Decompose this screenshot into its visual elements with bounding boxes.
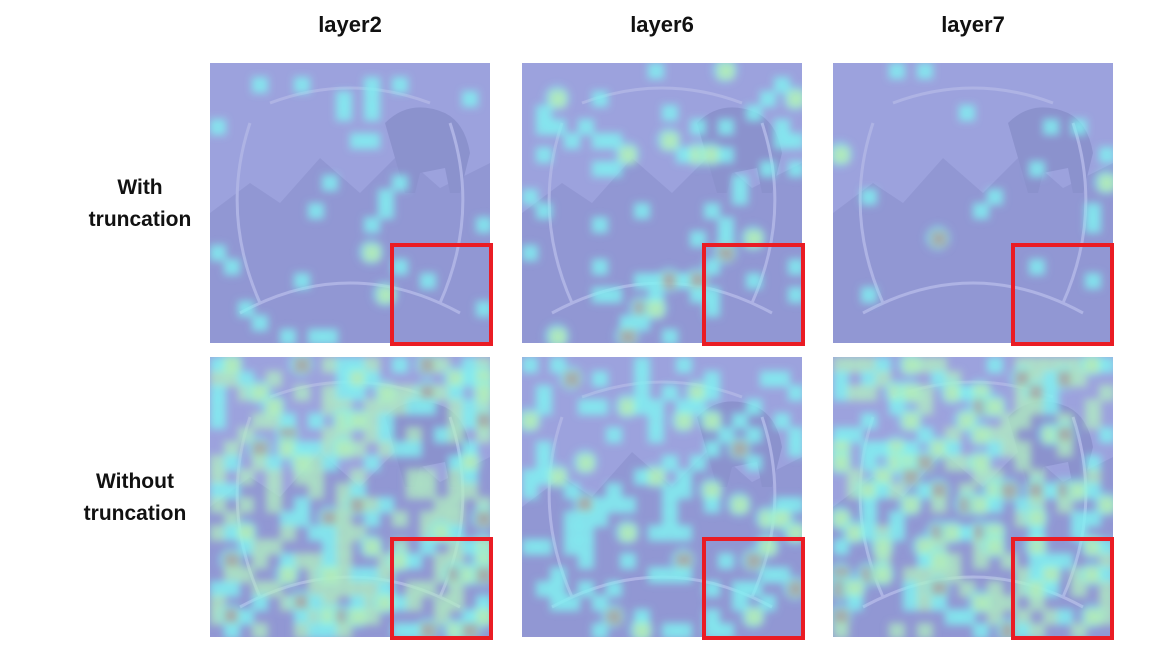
heatmap-panel-with-layer2 — [210, 63, 490, 343]
highlight-box — [1011, 537, 1114, 640]
heatmap-overlay — [210, 357, 490, 637]
row-label-with-truncation: With truncation — [40, 172, 240, 235]
row-label-line2: truncation — [83, 501, 187, 525]
highlight-box — [1011, 243, 1114, 346]
heatmap-panel-without-layer7 — [833, 357, 1113, 637]
column-title-layer7: layer7 — [941, 12, 1005, 37]
heatmap-overlay — [833, 63, 1113, 343]
heatmap-panel-with-layer6 — [522, 63, 802, 343]
highlight-box — [390, 537, 493, 640]
row-label-without-truncation: Without truncation — [35, 466, 235, 529]
heatmap-panel-without-layer2 — [210, 357, 490, 637]
heatmap-overlay — [522, 63, 802, 343]
heatmap-panel-with-layer7 — [833, 63, 1113, 343]
highlight-box — [702, 243, 805, 346]
column-title-layer2: layer2 — [318, 12, 382, 37]
column-title-layer6: layer6 — [630, 12, 694, 37]
highlight-box — [702, 537, 805, 640]
row-label-line1: Without — [96, 470, 174, 493]
heatmap-overlay — [210, 63, 490, 343]
heatmap-overlay — [522, 357, 802, 637]
row-label-line1: With — [117, 176, 163, 199]
heatmap-panel-without-layer6 — [522, 357, 802, 637]
heatmap-overlay — [833, 357, 1113, 637]
row-label-line2: truncation — [88, 207, 192, 231]
highlight-box — [390, 243, 493, 346]
